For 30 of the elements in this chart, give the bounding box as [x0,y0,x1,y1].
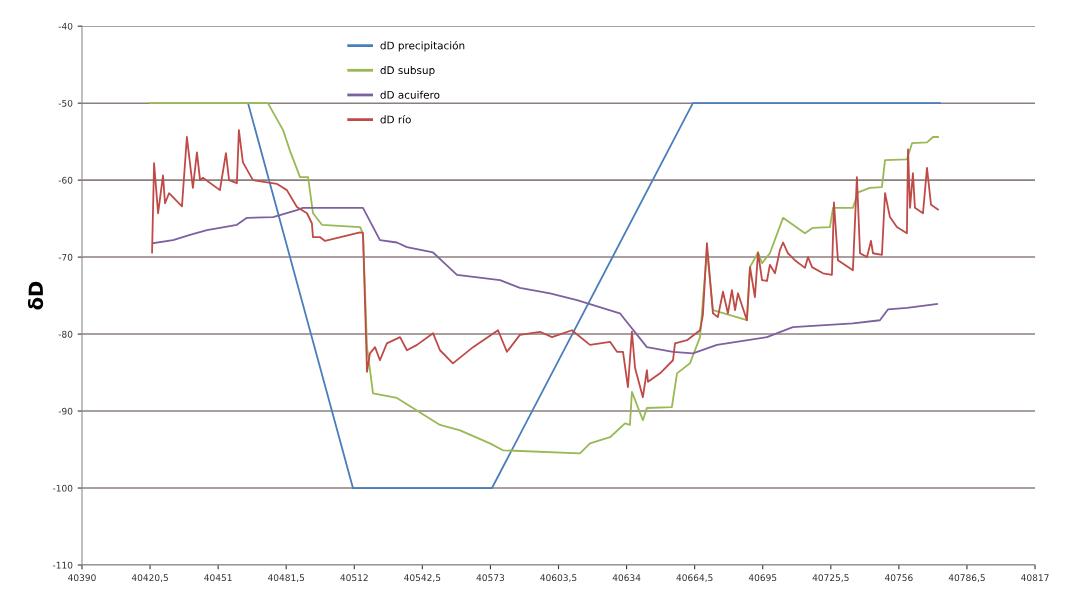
line-series [151,129,939,399]
y-tick-label: -100 [52,484,73,492]
y-axis-title: δD [27,281,44,310]
y-tick-label: -110 [52,561,73,569]
legend-label: dD acuifero [380,90,440,99]
legend-label: dD río [380,114,411,124]
y-tick-label: -60 [58,176,73,184]
x-tick-label: 40390 [68,574,96,582]
y-tick-label: -50 [58,99,73,107]
y-tick-label: -80 [58,330,73,338]
x-tick-label: 40481,5 [267,574,305,582]
x-tick-label: 40786,5 [948,574,985,582]
x-tick-label: 40695 [748,574,777,582]
y-tick-label: -40 [58,22,73,30]
x-tick-label: 40725,5 [812,574,849,582]
x-tick-label: 40634 [612,574,641,582]
x-tick-label: 40603,5 [540,574,577,582]
x-tick-label: 40451 [204,574,232,582]
x-tick-label: 40573 [476,574,505,582]
x-tick-label: 40542,5 [404,574,441,582]
y-tick-label: -70 [58,253,73,261]
x-tick-label: 40756 [884,574,913,582]
y-tick-label: -90 [58,407,73,415]
legend-label: dD precipitación [380,40,465,52]
legend-label: dD subsup [380,66,435,77]
x-tick-label: 40512 [340,574,368,582]
x-tick-label: 40420,5 [131,574,168,582]
x-tick-label: 40664,5 [676,574,713,582]
line-series [152,206,938,355]
x-tick-label: 40817 [1021,574,1049,582]
